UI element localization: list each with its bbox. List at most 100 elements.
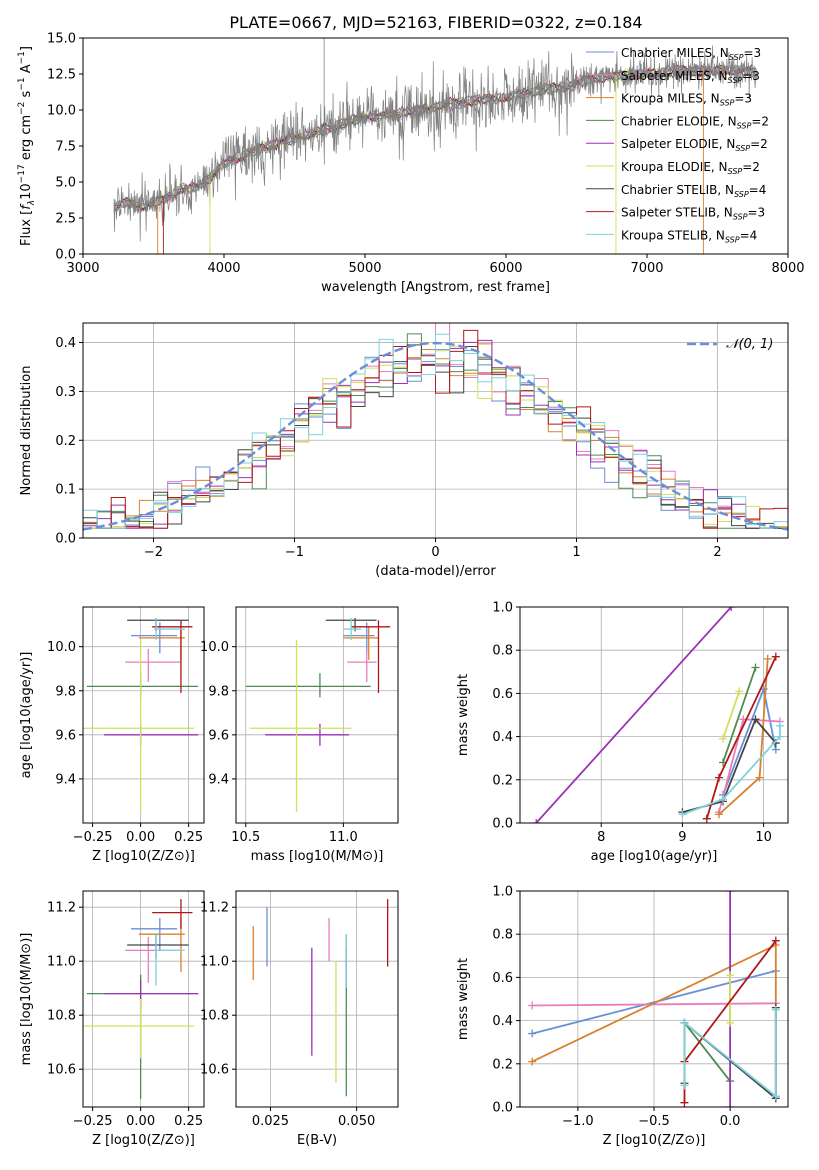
x-tick-label: 8: [597, 830, 605, 845]
axes-frame: [82, 606, 205, 824]
x-axis-label: Z [log10(Z/Z⊙)]: [603, 1133, 706, 1148]
y-tick-label: 0.2: [55, 434, 76, 449]
legend-label: Chabrier ELODIE, NSSP=2: [621, 114, 769, 130]
x-tick-label: 0.25: [174, 830, 203, 845]
weight-point: [751, 663, 760, 672]
legend-label: Kroupa MILES, NSSP=3: [621, 92, 752, 108]
y-axis-label: age [log10(age/yr)]: [19, 652, 34, 779]
y-tick-label: 9.6: [208, 728, 229, 743]
x-tick-label: 8000: [771, 261, 804, 276]
weight-line: [682, 725, 781, 816]
y-tick-label: 11.0: [200, 955, 229, 970]
errorbars: [83, 899, 199, 1099]
weight-point: [680, 1018, 689, 1027]
x-tick-label: 0.00: [126, 1114, 155, 1129]
weight-point: [771, 1005, 780, 1014]
hist-step: [83, 333, 788, 538]
x-tick-label: −0.25: [73, 830, 113, 845]
weight-point: [775, 732, 784, 741]
y-tick-label: 0.0: [492, 817, 513, 832]
x-tick-label: 7000: [630, 261, 663, 276]
y-tick-label: 10.6: [200, 1063, 229, 1078]
weight_vs_age-panel: 8 9 10 0.0 0.2 0.4 0.6 0.8 1.0 age [log10(age/yr)…: [456, 601, 789, 864]
weight-point: [775, 721, 784, 730]
age_vs_z-panel: −0.25 0.00 0.25 9.4 9.6 9.8 10.0 Z [log10(Z/Z⊙)…: [19, 606, 205, 864]
legend: Chabrier MILES, NSSP=3 Salpeter MILES, NS…: [586, 46, 769, 244]
y-tick-label: 0.6: [492, 971, 513, 986]
y-tick-label: 1.0: [492, 885, 513, 900]
x-tick-label: −0.25: [73, 1114, 113, 1129]
y-tick-label: 0.2: [492, 773, 513, 788]
weight-point: [719, 795, 728, 804]
x-tick-label: 6000: [489, 261, 522, 276]
weight-lines: [532, 607, 784, 823]
legend-label: Salpeter ELODIE, NSSP=2: [621, 137, 768, 153]
y-tick-label: 0.0: [492, 1101, 513, 1116]
weight-point: [714, 810, 723, 819]
y-tick-label: 9.8: [55, 684, 76, 699]
weight-line: [535, 607, 732, 823]
x-axis-label: Z [log10(Z/Z⊙)]: [92, 849, 195, 864]
x-tick-label: 0.25: [174, 1114, 203, 1129]
y-tick-label: 10.0: [47, 104, 76, 119]
legend-label: Kroupa STELIB, NSSP=4: [621, 228, 757, 244]
x-tick-label: 0.0: [720, 1114, 741, 1129]
x-axis-label: mass [log10(M/M⊙)]: [251, 849, 384, 864]
weight-point: [771, 652, 780, 661]
y-tick-label: 0.1: [55, 483, 76, 498]
y-axis-label: Flux [fλ10−17 erg cm−2 s−1 A−1]: [17, 46, 37, 246]
y-tick-label: 0.4: [492, 730, 513, 745]
figure-title: PLATE=0667, MJD=52163, FIBERID=0322, z=0…: [229, 13, 642, 32]
axes-frame: [235, 606, 399, 824]
legend-label: 𝒩(0, 1): [726, 337, 773, 352]
weight-point: [714, 773, 723, 782]
weight-point: [719, 734, 728, 743]
weight-point: [532, 819, 541, 823]
y-tick-label: 9.6: [55, 728, 76, 743]
legend-label: Chabrier MILES, NSSP=3: [621, 46, 761, 62]
residuals-panel: −2 −1 0 1 2 0.0 0.1 0.2 0.3 0.4 (data-model)/error…: [19, 322, 789, 579]
axes-frame: [235, 890, 399, 1108]
mass_vs_z-panel: −0.25 0.00 0.25 10.6 10.8 11.0 11.2 Z [log10(Z/…: [19, 890, 205, 1148]
legend: 𝒩(0, 1): [687, 337, 773, 352]
weight-point: [528, 1001, 537, 1010]
normal-curve: [83, 341, 788, 531]
weight-point: [726, 1103, 735, 1107]
x-axis-label: age [log10(age/yr)]: [591, 849, 718, 864]
weight-point: [680, 1081, 689, 1090]
y-tick-label: 9.4: [55, 772, 76, 787]
y-tick-label: 0.2: [492, 1057, 513, 1072]
hist-plot: [83, 323, 788, 538]
x-axis-label: wavelength [Angstrom, rest frame]: [321, 280, 550, 295]
x-tick-label: 5000: [348, 261, 381, 276]
weight-point: [726, 1018, 735, 1027]
x-tick-label: 0.00: [126, 830, 155, 845]
y-tick-label: 0.8: [492, 644, 513, 659]
x-tick-label: 9: [678, 830, 686, 845]
gridlines: [236, 607, 398, 823]
weight-line: [683, 1009, 777, 1099]
x-tick-label: −0.5: [638, 1114, 670, 1129]
weight-point: [771, 1092, 780, 1101]
y-tick-label: 1.0: [492, 601, 513, 616]
weight-lines: [528, 891, 780, 1107]
x-tick-label: 10: [755, 830, 772, 845]
y-axis-label: Normed distribution: [19, 366, 34, 496]
weight-point: [680, 1098, 689, 1107]
errorbars: [83, 618, 199, 812]
x-tick-label: 1: [572, 545, 580, 560]
errorbars: [245, 618, 391, 812]
legend-label: Chabrier STELIB, NSSP=4: [621, 183, 766, 199]
axes-frame: [82, 890, 205, 1108]
x-tick-label: −2: [144, 545, 163, 560]
weight-point: [771, 936, 780, 945]
y-tick-label: 10.8: [200, 1009, 229, 1024]
y-tick-label: 11.0: [47, 955, 76, 970]
y-axis-label: mass weight: [456, 674, 471, 756]
x-tick-label: −1.0: [562, 1114, 594, 1129]
y-tick-label: 11.2: [47, 901, 76, 916]
x-tick-label: 0.025: [252, 1114, 289, 1129]
y-tick-label: 0.8: [492, 928, 513, 943]
x-tick-label: 0: [431, 545, 439, 560]
y-tick-label: 10.8: [47, 1009, 76, 1024]
